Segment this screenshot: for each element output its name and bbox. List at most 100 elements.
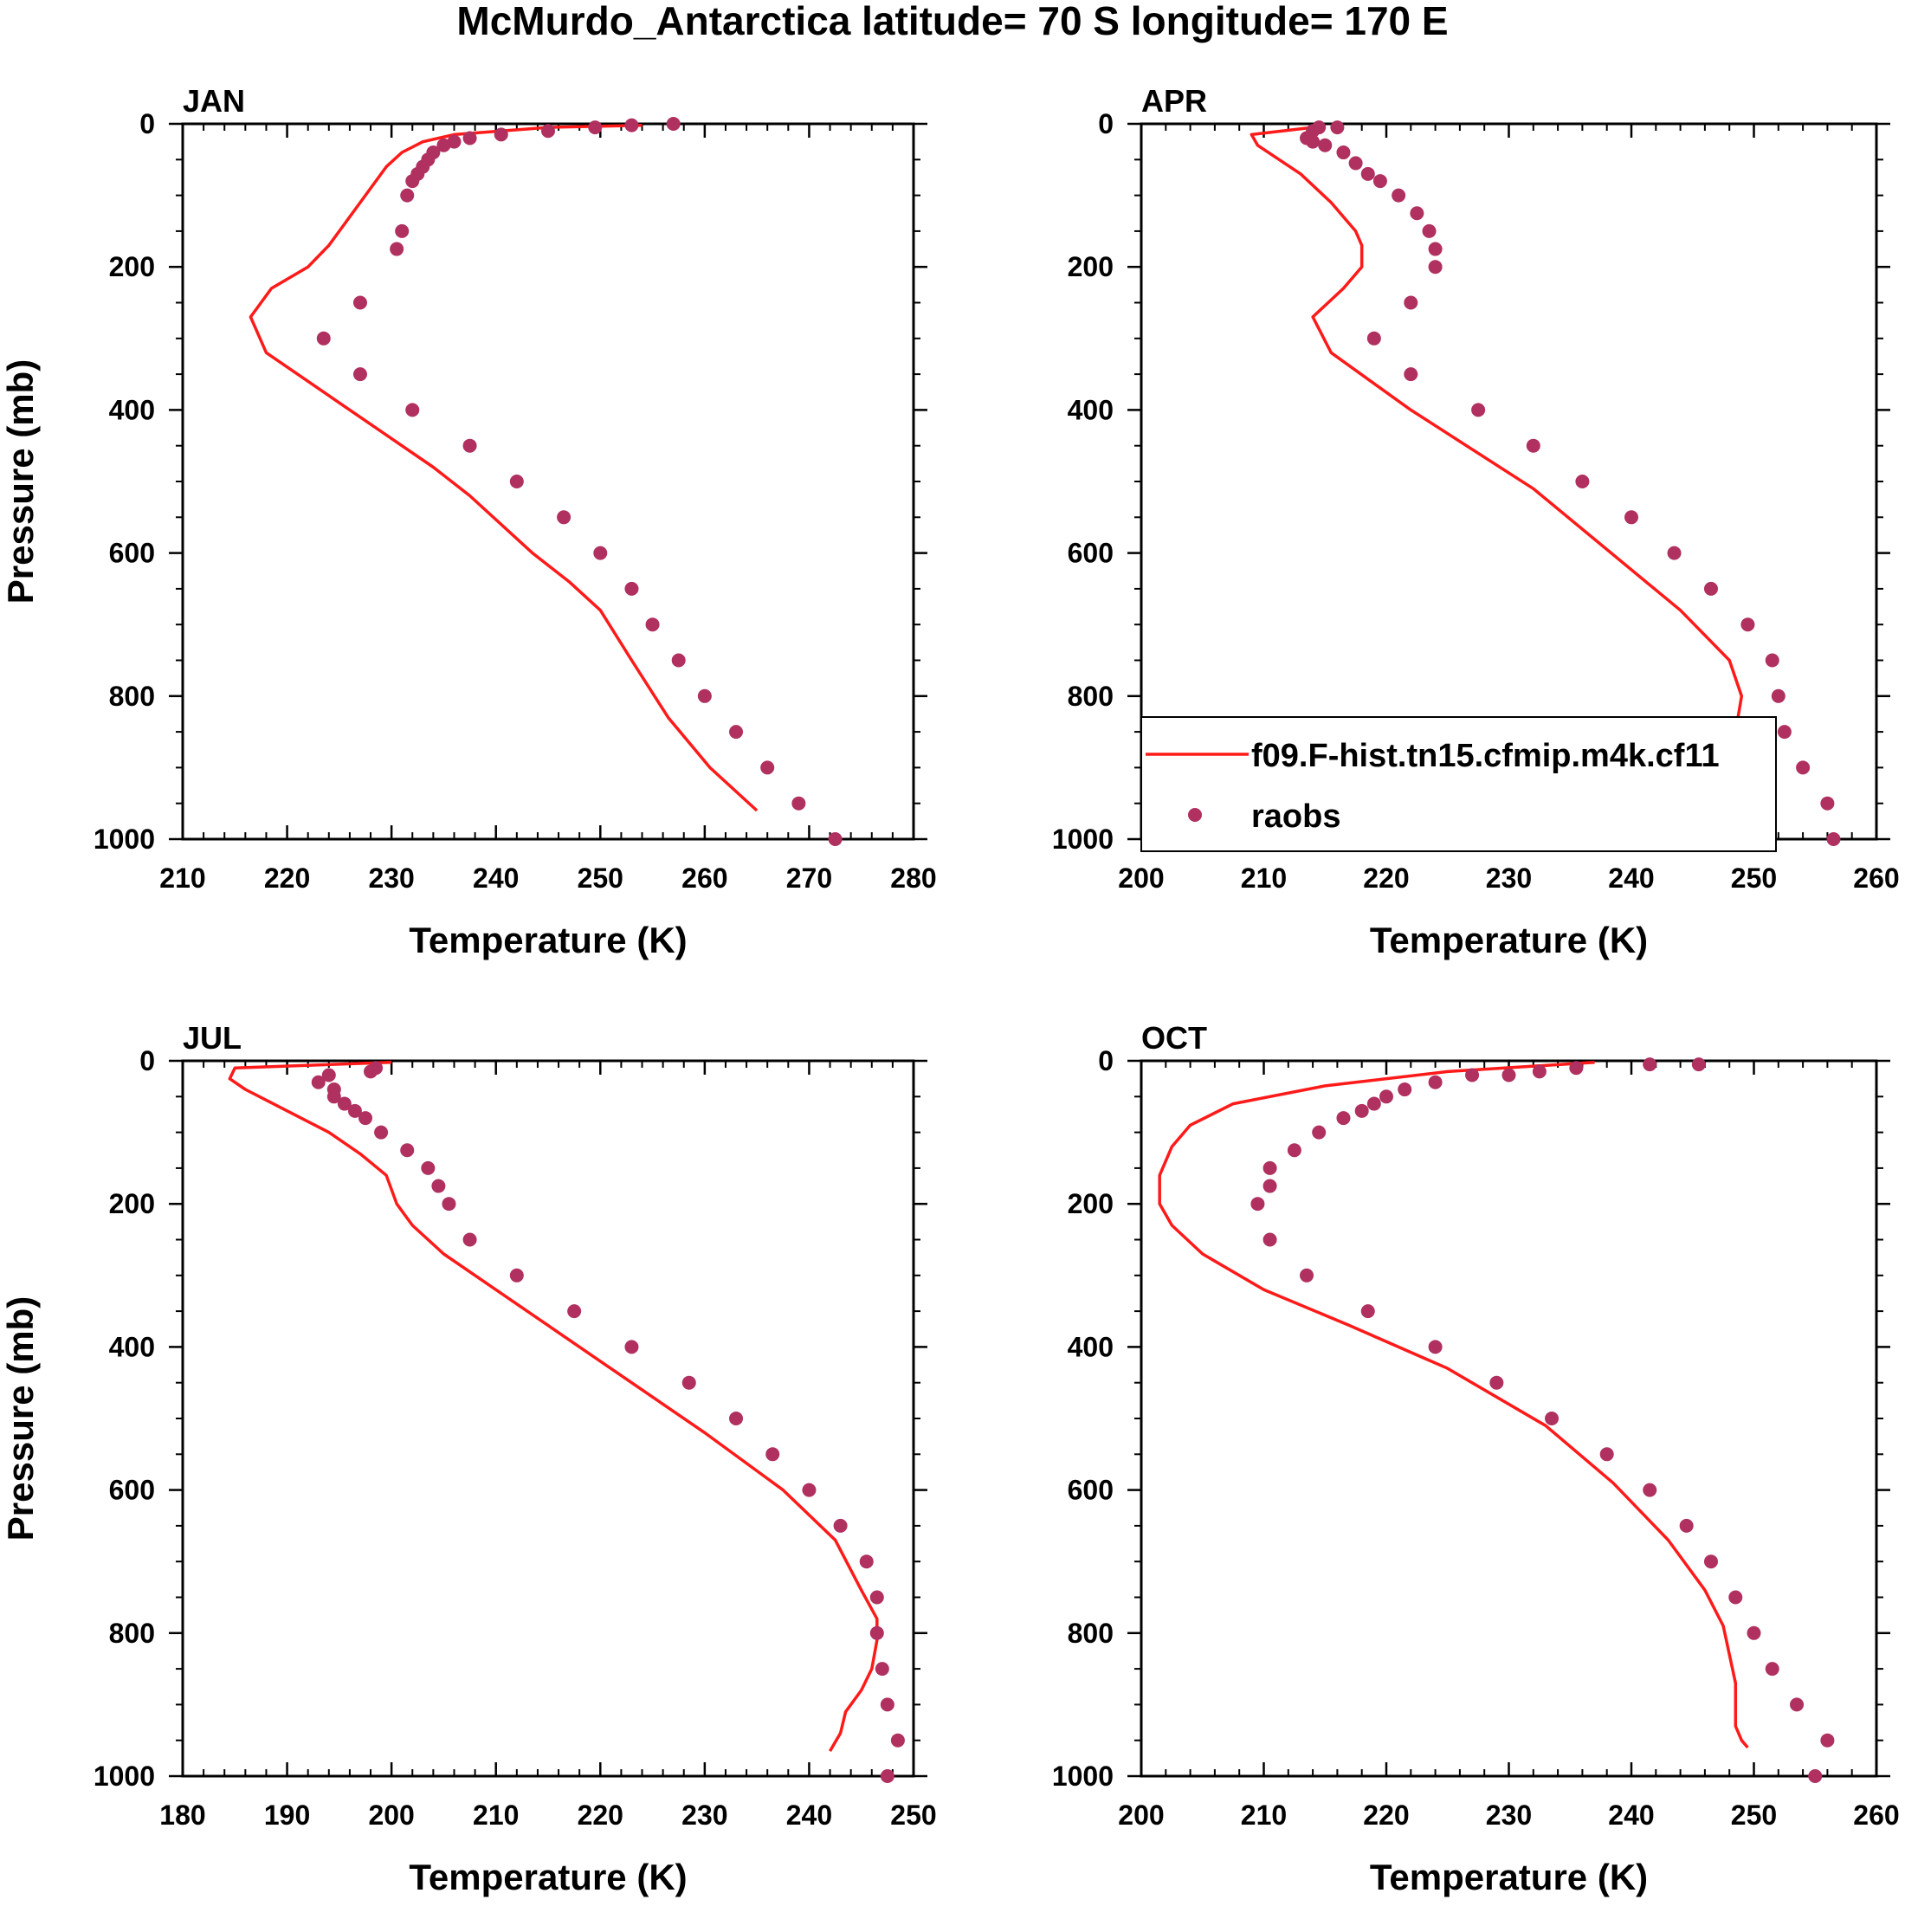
obs-point — [1643, 1057, 1657, 1072]
y-tick-label: 0 — [139, 108, 155, 139]
obs-point — [1262, 1232, 1277, 1247]
obs-point — [1465, 1068, 1480, 1082]
obs-point — [1392, 188, 1406, 203]
x-tick-label: 250 — [890, 1800, 936, 1831]
y-tick-label: 400 — [1068, 1331, 1114, 1362]
obs-point — [760, 760, 775, 775]
x-tick-label: 200 — [1118, 863, 1164, 894]
obs-point — [1428, 1075, 1443, 1089]
obs-point — [588, 120, 603, 135]
obs-point — [1422, 223, 1437, 238]
x-tick-label: 260 — [1853, 863, 1899, 894]
plot-frame — [181, 122, 915, 841]
x-tick-label: 200 — [1118, 1800, 1164, 1831]
x-tick-label: 220 — [1363, 1800, 1409, 1831]
obs-point — [1820, 796, 1835, 811]
obs-point — [1354, 1103, 1369, 1118]
y-tick-label: 800 — [1068, 1618, 1114, 1649]
obs-point — [1501, 1068, 1516, 1082]
obs-point — [405, 174, 420, 189]
y-tick-label: 400 — [109, 394, 155, 425]
x-tick-label: 210 — [473, 1800, 519, 1831]
x-tick-label: 250 — [1731, 863, 1777, 894]
obs-point — [1765, 1662, 1779, 1677]
y-tick-label: 800 — [109, 1618, 155, 1649]
y-tick-label: 600 — [109, 1475, 155, 1506]
obs-point — [509, 475, 524, 488]
obs-point — [624, 118, 639, 132]
x-tick-label: 230 — [681, 1800, 727, 1831]
obs-point — [347, 1103, 362, 1118]
legend: f09.F-hist.tn15.cfmip.m4k.cf11 raobs — [1140, 716, 1777, 852]
legend-obs-swatch — [1188, 808, 1202, 822]
y-tick-label: 600 — [109, 538, 155, 569]
panel-oct: OCT 200 210 220 230 240 250 260 0 200 400 600 800 100… — [1052, 1020, 1900, 1897]
obs-point — [421, 1160, 436, 1175]
obs-point — [462, 438, 477, 453]
obs-point — [374, 1125, 389, 1140]
x-tick-label: 280 — [890, 863, 936, 894]
obs-point — [509, 1268, 524, 1283]
obs-point — [395, 223, 410, 238]
obs-point — [431, 1179, 446, 1193]
obs-point — [1366, 331, 1381, 346]
obs-point — [1545, 1412, 1560, 1425]
obs-point — [671, 653, 686, 668]
obs-point — [1360, 1304, 1375, 1319]
panel-jan: JAN 210 220 230 240 250 260 270 280 0 200 400 600 800… — [0, 83, 937, 960]
obs-point — [1728, 1590, 1743, 1605]
x-tick-label: 220 — [578, 1800, 623, 1831]
y-tick-label: 0 — [1098, 1045, 1114, 1076]
obs-point — [326, 1089, 341, 1104]
x-axis-label: Temperature (K) — [1370, 920, 1648, 960]
y-tick-label: 400 — [109, 1331, 155, 1362]
obs-point — [567, 1304, 582, 1319]
obs-point — [624, 1340, 639, 1354]
obs-point — [447, 134, 462, 149]
x-tick-label: 200 — [368, 1800, 414, 1831]
obs-point — [352, 295, 367, 310]
x-tick-label: 240 — [473, 863, 519, 894]
obs-point — [541, 124, 555, 139]
x-tick-label: 210 — [159, 863, 205, 894]
figure-title: McMurdo_Antarctica latitude= 70 S longit… — [456, 0, 1448, 43]
panel-apr: APR 200 210 220 230 240 250 260 0 200 400 600 800 100… — [1052, 83, 1900, 960]
x-axis-label: Temperature (K) — [409, 920, 687, 960]
obs-point — [321, 1068, 336, 1082]
y-tick-label: 600 — [1068, 1475, 1114, 1506]
y-tick-label: 200 — [1068, 251, 1114, 282]
x-tick-label: 230 — [1486, 863, 1532, 894]
obs-point — [1404, 295, 1418, 310]
obs-point — [802, 1483, 817, 1497]
obs-point — [1532, 1064, 1547, 1079]
x-tick-label: 190 — [264, 1800, 310, 1831]
y-tick-label: 200 — [1068, 1188, 1114, 1219]
obs-point — [1667, 546, 1682, 560]
x-tick-label: 220 — [1363, 863, 1409, 894]
y-axis-label: Pressure (mb) — [0, 1296, 41, 1541]
panel-title: JUL — [183, 1020, 242, 1056]
model-line — [228, 1060, 879, 1752]
y-tick-label: 1000 — [1052, 1761, 1114, 1792]
obs-point — [337, 1096, 352, 1111]
obs-point — [1820, 1733, 1835, 1748]
obs-point — [1336, 1111, 1351, 1126]
x-tick-label: 240 — [1608, 1800, 1654, 1831]
y-tick-label: 200 — [109, 251, 155, 282]
obs-point — [1312, 1125, 1327, 1140]
x-tick-label: 250 — [1731, 1800, 1777, 1831]
obs-point — [1679, 1518, 1694, 1533]
obs-point — [869, 1590, 884, 1605]
x-tick-label: 210 — [1241, 1800, 1287, 1831]
panel-title: APR — [1141, 83, 1207, 119]
obs-point — [666, 117, 681, 131]
x-tick-label: 210 — [1241, 863, 1287, 894]
obs-point — [1287, 1143, 1301, 1158]
obs-point — [1777, 725, 1792, 740]
obs-point — [1703, 581, 1718, 596]
obs-point — [880, 1769, 894, 1783]
obs-point — [1348, 156, 1363, 171]
obs-point — [1372, 174, 1387, 189]
obs-point — [358, 1111, 372, 1126]
obs-point — [1771, 688, 1786, 703]
